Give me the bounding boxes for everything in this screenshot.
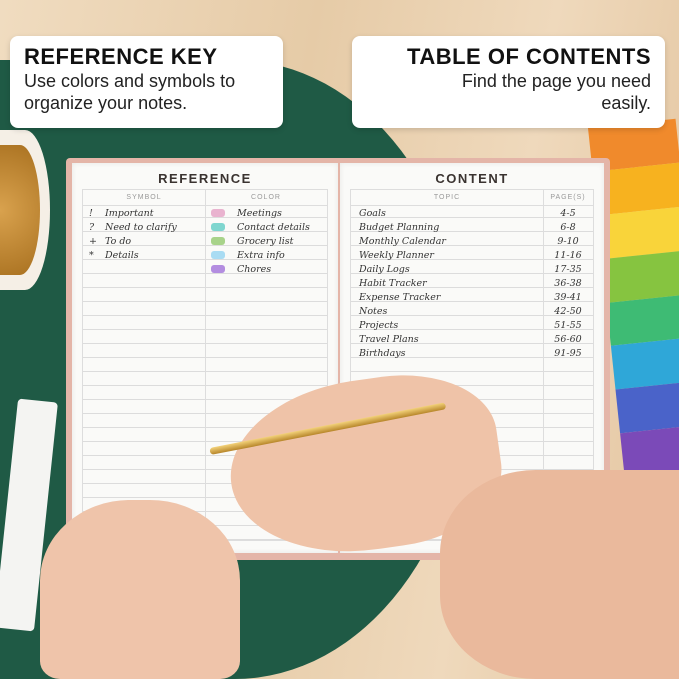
callout-text: Find the page you need easily.: [461, 71, 651, 113]
topic: Projects: [359, 319, 399, 331]
symbol: *: [89, 249, 94, 261]
reference-key-callout: REFERENCE KEY Use colors and symbols to …: [10, 36, 283, 128]
color-row: Grocery list: [211, 234, 310, 248]
color-label: Extra info: [237, 249, 285, 261]
pages-header: PAGE(S): [550, 194, 586, 201]
topic: Habit Tracker: [359, 277, 427, 289]
reference-title: REFERENCE: [158, 171, 252, 186]
color-row: Contact details: [211, 220, 310, 234]
page-range: 9-10: [557, 235, 579, 247]
color-row: Chores: [211, 262, 310, 276]
page-range: 4-5: [560, 207, 576, 219]
symbol-label: Important: [105, 207, 154, 219]
topic-header: TOPIC: [433, 194, 461, 201]
callout-title: REFERENCE KEY: [24, 44, 218, 69]
toc-row: Projects 51-55: [351, 318, 593, 332]
sticker-strip: [606, 293, 679, 347]
symbol-label: Details: [105, 249, 139, 261]
symbol: +: [89, 235, 97, 247]
sticker-strip: [615, 380, 679, 434]
toc-row: Daily Logs 17-35: [351, 262, 593, 276]
page-range: 36-38: [554, 277, 582, 289]
page-range: 39-41: [554, 291, 582, 303]
color-header: COLOR: [251, 194, 281, 201]
topic: Daily Logs: [359, 263, 410, 275]
topic: Birthdays: [359, 347, 406, 359]
topic: Goals: [359, 207, 386, 219]
callout-title: TABLE OF CONTENTS: [407, 44, 651, 69]
toc-row: Expense Tracker 39-41: [351, 290, 593, 304]
page-range: 51-55: [554, 319, 582, 331]
page-range: 6-8: [560, 221, 576, 233]
color-label: Grocery list: [237, 235, 294, 247]
symbol-row: ? Need to clarify: [89, 220, 205, 234]
color-swatch: [211, 223, 225, 231]
callout-text: Use colors and symbols to organize your …: [24, 71, 236, 113]
color-swatch: [211, 265, 225, 273]
symbol: !: [89, 207, 93, 219]
symbol-row: ! Important: [89, 206, 205, 220]
symbol-row: * Details: [89, 248, 205, 262]
topic: Expense Tracker: [359, 291, 441, 303]
page-range: 42-50: [554, 305, 582, 317]
topic: Notes: [359, 305, 388, 317]
color-swatch: [211, 251, 225, 259]
resting-hand: [40, 500, 240, 679]
symbol: ?: [89, 221, 95, 233]
symbol-row: + To do: [89, 234, 205, 248]
symbol-header: SYMBOL: [126, 194, 162, 201]
color-swatch: [211, 209, 225, 217]
sticker-strip: [601, 249, 679, 303]
topic: Travel Plans: [359, 333, 419, 345]
content-title: CONTENT: [435, 171, 509, 186]
toc-row: Budget Planning 6-8: [351, 220, 593, 234]
color-label: Contact details: [237, 221, 310, 233]
page-range: 11-16: [554, 249, 582, 261]
toc-callout: TABLE OF CONTENTS Find the page you need…: [352, 36, 665, 128]
symbol-label: To do: [105, 235, 132, 247]
page-range: 56-60: [554, 333, 582, 345]
toc-row: Monthly Calendar 9-10: [351, 234, 593, 248]
page-range: 17-35: [554, 263, 582, 275]
color-row: Meetings: [211, 206, 310, 220]
topic: Weekly Planner: [359, 249, 434, 261]
sticker-strip: [610, 337, 679, 390]
toc-row: Goals 4-5: [351, 206, 593, 220]
page-range: 91-95: [554, 347, 582, 359]
toc-row: Notes 42-50: [351, 304, 593, 318]
toc-row: Habit Tracker 36-38: [351, 276, 593, 290]
toc-row: Weekly Planner 11-16: [351, 248, 593, 262]
toc-row: Birthdays 91-95: [351, 346, 593, 360]
topic: Monthly Calendar: [359, 235, 446, 247]
symbol-label: Need to clarify: [105, 221, 177, 233]
color-swatch: [211, 237, 225, 245]
coffee: [0, 145, 40, 275]
toc-row: Travel Plans 56-60: [351, 332, 593, 346]
topic: Budget Planning: [359, 221, 440, 233]
color-label: Meetings: [237, 207, 282, 219]
color-label: Chores: [237, 263, 272, 275]
arm: [440, 470, 679, 679]
color-row: Extra info: [211, 248, 310, 262]
